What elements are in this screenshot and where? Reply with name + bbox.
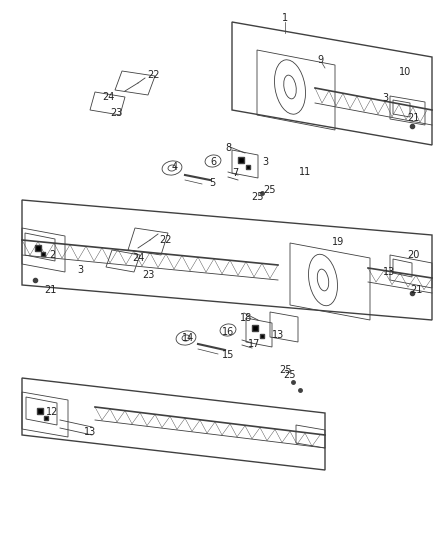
Text: 23: 23 <box>142 270 154 280</box>
Text: 21: 21 <box>44 285 56 295</box>
Text: 16: 16 <box>222 327 234 337</box>
Text: 12: 12 <box>46 407 58 417</box>
Text: 9: 9 <box>317 55 323 65</box>
Text: 3: 3 <box>262 157 268 167</box>
Text: 25: 25 <box>264 185 276 195</box>
Text: 4: 4 <box>172 162 178 172</box>
Text: 21: 21 <box>407 113 419 123</box>
Text: 25: 25 <box>284 370 296 380</box>
Text: 18: 18 <box>240 313 252 323</box>
Text: 17: 17 <box>248 339 260 349</box>
Text: 25: 25 <box>252 192 264 202</box>
Text: 20: 20 <box>407 250 419 260</box>
Text: 25: 25 <box>279 365 291 375</box>
Text: 5: 5 <box>209 178 215 188</box>
Text: 10: 10 <box>399 67 411 77</box>
Text: 11: 11 <box>299 167 311 177</box>
Text: 21: 21 <box>410 285 422 295</box>
Text: 3: 3 <box>77 265 83 275</box>
Text: 6: 6 <box>210 157 216 167</box>
Text: 13: 13 <box>383 267 395 277</box>
Text: 13: 13 <box>272 330 284 340</box>
Text: 7: 7 <box>232 168 238 178</box>
Text: 14: 14 <box>182 333 194 343</box>
Text: 22: 22 <box>159 235 171 245</box>
Text: 15: 15 <box>222 350 234 360</box>
Text: 8: 8 <box>225 143 231 153</box>
Text: 19: 19 <box>332 237 344 247</box>
Text: 24: 24 <box>132 253 144 263</box>
Text: 13: 13 <box>84 427 96 437</box>
Text: 3: 3 <box>382 93 388 103</box>
Text: 23: 23 <box>110 108 122 118</box>
Text: 1: 1 <box>282 13 288 23</box>
Text: 2: 2 <box>49 250 55 260</box>
Text: 22: 22 <box>148 70 160 80</box>
Text: 24: 24 <box>102 92 114 102</box>
